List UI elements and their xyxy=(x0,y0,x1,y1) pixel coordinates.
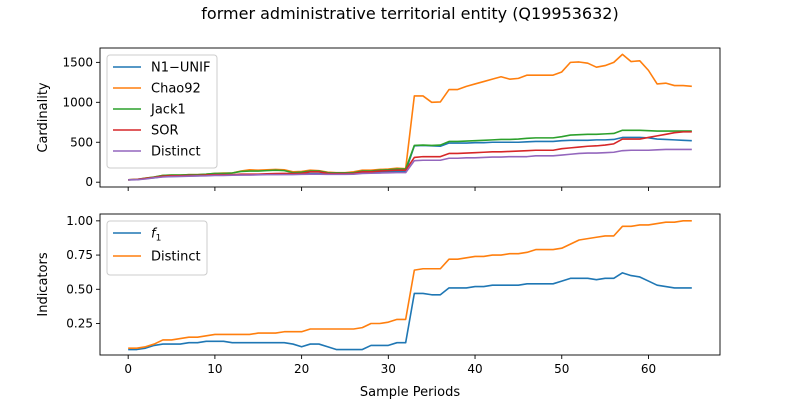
plot-frame xyxy=(99,47,721,188)
y-tick-label: 0.75 xyxy=(66,248,93,262)
legend-label: Chao92 xyxy=(151,82,201,97)
y-tick-label: 0.50 xyxy=(66,282,93,296)
x-tick-label: 40 xyxy=(467,362,482,376)
series-line-0-2 xyxy=(128,129,692,181)
legend-label: SOR xyxy=(151,124,179,139)
series-line-0-4 xyxy=(128,148,692,181)
legend-box xyxy=(106,54,218,169)
y-axis-label: Indicators xyxy=(36,252,51,316)
x-tick-label: 20 xyxy=(294,362,309,376)
cardinality-panel: 0 500 1000 1500 Cardinality N1−UNIF Chao92 Jack… xyxy=(36,47,721,191)
y-tick-label: 1000 xyxy=(62,95,93,109)
y-tick-label: 1500 xyxy=(62,55,93,69)
legend-label: Distinct xyxy=(151,145,201,160)
x-axis-label: Sample Periods xyxy=(360,385,460,400)
legend-label: f1 xyxy=(151,227,161,244)
legend-label: Jack1 xyxy=(150,103,186,118)
legend-box xyxy=(106,220,208,276)
indicators-panel: 0 10 20 30 40 50 60 0.25 0.50 0.75 1.00 Indicators f… xyxy=(36,213,721,376)
legend-label: N1−UNIF xyxy=(151,61,210,76)
y-tick-label: 1.00 xyxy=(66,214,93,228)
series-line-1-1 xyxy=(128,220,692,349)
y-tick-label: 0.25 xyxy=(66,317,93,331)
x-tick-label: 60 xyxy=(641,362,656,376)
series-line-1-0 xyxy=(128,272,692,351)
legend-label: Distinct xyxy=(151,250,201,265)
x-tick-label: 30 xyxy=(381,362,396,376)
x-tick-label: 50 xyxy=(554,362,569,376)
y-tick-label: 0 xyxy=(85,175,93,189)
x-tick-label: 0 xyxy=(124,362,132,376)
plot-frame xyxy=(99,213,721,356)
chart-title: former administrative territorial entity… xyxy=(201,4,618,23)
y-tick-label: 500 xyxy=(70,135,93,149)
x-tick-label: 10 xyxy=(207,362,222,376)
y-axis-label: Cardinality xyxy=(36,82,51,153)
